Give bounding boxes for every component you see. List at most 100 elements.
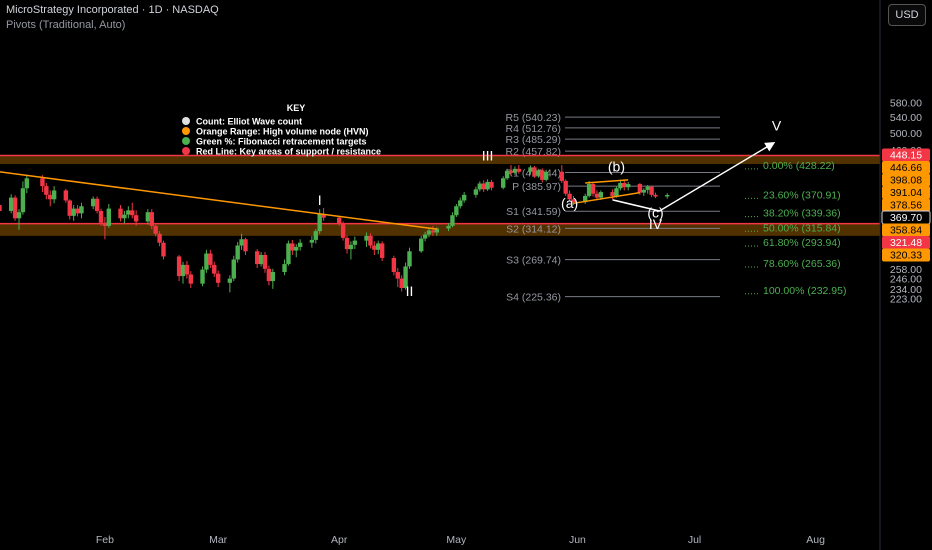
- key-item: Red Line: Key areas of support / resista…: [196, 147, 381, 157]
- candle-body: [649, 186, 654, 195]
- candle-body: [145, 212, 151, 222]
- candle-body: [379, 243, 385, 258]
- candle-body: [286, 243, 291, 265]
- candle-body: [434, 228, 440, 233]
- price-tag: [882, 186, 930, 200]
- candle-body: [106, 208, 112, 226]
- candle-body: [16, 212, 22, 219]
- y-tick-label: 246.00: [890, 274, 922, 286]
- pivot-levels: R5 (540.23)R4 (512.76)R3 (485.29)R2 (457…: [506, 112, 720, 304]
- candle-body: [297, 242, 303, 247]
- candle-body: [149, 212, 154, 226]
- pivot-label: R2 (457.82): [506, 146, 561, 158]
- hvn-zone: [0, 155, 880, 164]
- wave-label: III: [482, 148, 494, 164]
- pivot-label: R5 (540.23): [506, 112, 561, 124]
- candle-body: [227, 278, 233, 283]
- price-tag: [882, 198, 930, 212]
- candle-body: [235, 245, 240, 260]
- price-tag: [882, 148, 930, 162]
- price-tag-label: 321.48: [890, 237, 922, 249]
- currency-button[interactable]: USD: [888, 4, 926, 26]
- key-item: Count: Elliot Wave count: [196, 117, 302, 127]
- candle-body: [508, 170, 514, 173]
- candle-body: [290, 243, 295, 251]
- fib-label: 50.00% (315.84): [763, 222, 841, 234]
- candle-body: [653, 194, 658, 197]
- candle-body: [309, 239, 315, 243]
- wave-label: IV: [649, 216, 663, 232]
- candle-body: [637, 184, 643, 193]
- price-axis: 580.00540.00500.00460.00420.00378.56340.…: [881, 98, 931, 306]
- candle-body: [40, 178, 45, 187]
- candle-body: [48, 194, 53, 200]
- candle-body: [422, 234, 428, 239]
- candle-body: [231, 259, 236, 279]
- candle-body: [180, 264, 186, 277]
- candle-body: [426, 230, 432, 235]
- price-tag-label: 391.04: [890, 187, 922, 199]
- candle-body: [352, 240, 358, 245]
- candle-body: [594, 193, 600, 198]
- candle-body: [67, 200, 72, 216]
- candle-body: [395, 272, 400, 279]
- key-dot: [182, 147, 190, 155]
- key-dot: [182, 127, 190, 135]
- price-tag: [882, 248, 930, 262]
- candle-body: [598, 192, 604, 198]
- price-tag-label: 446.66: [890, 162, 922, 174]
- candle-body: [337, 217, 342, 224]
- y-tick-label: 223.00: [890, 294, 922, 306]
- candle-body: [504, 170, 510, 179]
- price-tag-label: 448.15: [890, 150, 922, 162]
- pivot-label: S4 (225.36): [506, 292, 561, 304]
- price-tag: [882, 236, 930, 250]
- candle-body: [0, 205, 2, 211]
- key-support-resistance-lines: [0, 154, 880, 225]
- pivot-label: S2 (314.12): [506, 223, 561, 235]
- candle-body: [126, 210, 131, 215]
- key-title: KEY: [287, 103, 306, 113]
- candle-body: [477, 183, 482, 190]
- candle-body: [430, 230, 436, 233]
- candle-body: [645, 186, 650, 190]
- price-tag: [882, 223, 930, 237]
- candle-body: [262, 254, 268, 269]
- price-tag-label: 320.33: [890, 250, 922, 262]
- candle-body: [24, 178, 30, 189]
- candle-body: [317, 213, 322, 232]
- fib-label: 78.60% (265.36): [763, 258, 841, 270]
- indicator-name: Pivots (Traditional, Auto): [6, 19, 126, 31]
- orange-trendline: [0, 171, 437, 230]
- triangle-line: [573, 191, 641, 205]
- candle-body: [161, 242, 166, 257]
- x-tick-label: Mar: [209, 534, 228, 546]
- price-tag-label: 378.56: [890, 200, 922, 212]
- candle-body: [118, 208, 123, 219]
- candle-body: [407, 251, 412, 267]
- y-tick-label: 500.00: [890, 128, 922, 140]
- pivot-label: P (385.97): [512, 181, 561, 193]
- candle-body: [184, 264, 190, 275]
- wave-projection-arrow: [612, 142, 776, 212]
- candle-body: [71, 208, 76, 216]
- candle-body: [376, 243, 381, 250]
- candle-body: [243, 239, 248, 252]
- pivot-label: R4 (512.76): [506, 123, 561, 135]
- price-tag-label: 369.70: [890, 212, 922, 224]
- candle-body: [610, 192, 615, 196]
- candle-body: [399, 278, 404, 288]
- candle-body: [625, 184, 631, 188]
- hvn-zone: [0, 223, 880, 236]
- candle-body: [458, 200, 463, 207]
- candle-body: [563, 180, 568, 194]
- candle-body: [200, 269, 205, 284]
- pivot-label: R3 (485.29): [506, 134, 561, 146]
- candle-body: [20, 188, 26, 213]
- key-dot: [182, 117, 190, 125]
- candle-body: [473, 189, 479, 195]
- candle-body: [368, 235, 373, 246]
- pivot-label: S3 (269.74): [506, 255, 561, 267]
